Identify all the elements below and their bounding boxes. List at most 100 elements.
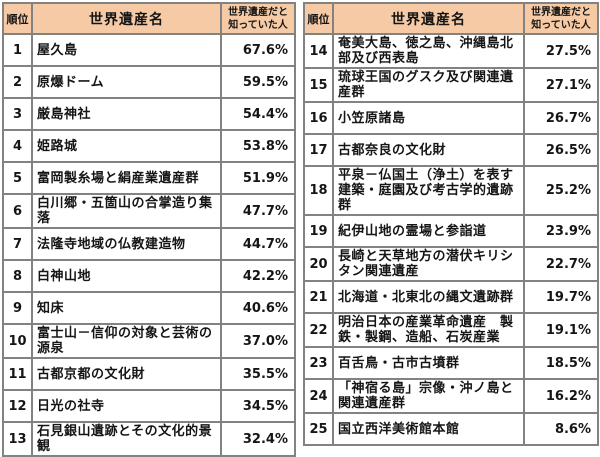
site-name-cell: 明治日本の産業革命遺産 製鉄・製鋼、造船、石炭産業 xyxy=(332,312,525,348)
awareness-value-cell: 35.5% xyxy=(220,357,296,391)
site-name-cell: 「神宿る島」宗像・沖ノ島と関連遺産群 xyxy=(332,378,525,414)
table-row: 21 北海道・北東北の縄文遺跡群 19.7% xyxy=(303,280,599,314)
awareness-value-cell: 18.5% xyxy=(523,346,599,380)
header-row: 順位 世界遺産名 世界遺産だと知っていた人 xyxy=(303,2,599,35)
table-body: 1 屋久島 67.6% 2 原爆ドーム 59.5% 3 厳島神社 54.4% 4 姫路城 53.8% 5… xyxy=(2,33,296,457)
awareness-value-cell: 42.2% xyxy=(220,259,296,293)
awareness-value-cell: 25.2% xyxy=(523,165,599,216)
awareness-value-cell: 32.4% xyxy=(220,421,296,457)
table-row: 6 白川郷・五箇山の合掌造り集落 47.7% xyxy=(2,193,296,229)
table-row: 19 紀伊山地の霊場と参詣道 23.9% xyxy=(303,214,599,248)
awareness-value-cell: 26.5% xyxy=(523,133,599,167)
awareness-value-cell: 27.5% xyxy=(523,33,599,69)
rank-cell: 10 xyxy=(2,323,33,359)
site-name-cell: 白神山地 xyxy=(31,259,222,293)
site-name-cell: 長崎と天草地方の潜伏キリシタン関連遺産 xyxy=(332,246,525,282)
table-row: 13 石見銀山遺跡とその文化的景観 32.4% xyxy=(2,421,296,457)
site-name-cell: 紀伊山地の霊場と参詣道 xyxy=(332,214,525,248)
awareness-column-header: 世界遺産だと知っていた人 xyxy=(220,2,296,35)
rank-cell: 22 xyxy=(303,312,334,348)
rank-cell: 15 xyxy=(303,67,334,103)
rank-cell: 2 xyxy=(2,65,33,99)
awareness-value-cell: 67.6% xyxy=(220,33,296,67)
site-name-cell: 富士山－信仰の対象と芸術の源泉 xyxy=(31,323,222,359)
site-name-cell: 屋久島 xyxy=(31,33,222,67)
table-row: 7 法隆寺地域の仏教建造物 44.7% xyxy=(2,227,296,261)
rank-cell: 19 xyxy=(303,214,334,248)
rank-cell: 6 xyxy=(2,193,33,229)
site-name-cell: 北海道・北東北の縄文遺跡群 xyxy=(332,280,525,314)
rank-cell: 23 xyxy=(303,346,334,380)
awareness-value-cell: 51.9% xyxy=(220,161,296,195)
site-name-cell: 平泉－仏国土（浄土）を表す建築・庭園及び考古学的遺跡群 xyxy=(332,165,525,216)
table-row: 18 平泉－仏国土（浄土）を表す建築・庭園及び考古学的遺跡群 25.2% xyxy=(303,165,599,216)
awareness-value-cell: 40.6% xyxy=(220,291,296,325)
site-name-cell: 白川郷・五箇山の合掌造り集落 xyxy=(31,193,222,229)
site-name-column-header: 世界遺産名 xyxy=(332,2,525,35)
rank-cell: 12 xyxy=(2,389,33,423)
table-row: 17 古都奈良の文化財 26.5% xyxy=(303,133,599,167)
site-name-cell: 日光の社寺 xyxy=(31,389,222,423)
table-row: 24 「神宿る島」宗像・沖ノ島と関連遺産群 16.2% xyxy=(303,378,599,414)
site-name-cell: 琉球王国のグスク及び関連遺産群 xyxy=(332,67,525,103)
awareness-value-cell: 47.7% xyxy=(220,193,296,229)
rank-cell: 13 xyxy=(2,421,33,457)
rank-cell: 11 xyxy=(2,357,33,391)
header-row: 順位 世界遺産名 世界遺産だと知っていた人 xyxy=(2,2,296,35)
awareness-value-cell: 19.7% xyxy=(523,280,599,314)
table-header: 順位 世界遺産名 世界遺産だと知っていた人 xyxy=(2,2,296,35)
rank-cell: 20 xyxy=(303,246,334,282)
rank-cell: 16 xyxy=(303,101,334,135)
table-row: 15 琉球王国のグスク及び関連遺産群 27.1% xyxy=(303,67,599,103)
table-row: 10 富士山－信仰の対象と芸術の源泉 37.0% xyxy=(2,323,296,359)
rank-cell: 14 xyxy=(303,33,334,69)
table-row: 8 白神山地 42.2% xyxy=(2,259,296,293)
awareness-value-cell: 54.4% xyxy=(220,97,296,131)
rank-cell: 25 xyxy=(303,412,334,446)
rank-column-header: 順位 xyxy=(303,2,334,35)
table-row: 20 長崎と天草地方の潜伏キリシタン関連遺産 22.7% xyxy=(303,246,599,282)
awareness-value-cell: 53.8% xyxy=(220,129,296,163)
table-body: 14 奄美大島、徳之島、沖縄島北部及び西表島 27.5% 15 琉球王国のグスク及び関連… xyxy=(303,33,599,446)
rank-cell: 24 xyxy=(303,378,334,414)
table-row: 25 国立西洋美術館本館 8.6% xyxy=(303,412,599,446)
rank-cell: 5 xyxy=(2,161,33,195)
table-row: 5 富岡製糸場と絹産業遺産群 51.9% xyxy=(2,161,296,195)
awareness-value-cell: 16.2% xyxy=(523,378,599,414)
rank-cell: 4 xyxy=(2,129,33,163)
table-row: 4 姫路城 53.8% xyxy=(2,129,296,163)
table-header: 順位 世界遺産名 世界遺産だと知っていた人 xyxy=(303,2,599,35)
ranking-table-left: 順位 世界遺産名 世界遺産だと知っていた人 1 屋久島 67.6% 2 原爆ドーム 59.… xyxy=(2,2,296,457)
table-row: 23 百舌鳥・古市古墳群 18.5% xyxy=(303,346,599,380)
site-name-cell: 百舌鳥・古市古墳群 xyxy=(332,346,525,380)
rank-cell: 18 xyxy=(303,165,334,216)
awareness-column-header: 世界遺産だと知っていた人 xyxy=(523,2,599,35)
table-row: 3 厳島神社 54.4% xyxy=(2,97,296,131)
table-row: 9 知床 40.6% xyxy=(2,291,296,325)
site-name-column-header: 世界遺産名 xyxy=(31,2,222,35)
rank-cell: 17 xyxy=(303,133,334,167)
awareness-value-cell: 8.6% xyxy=(523,412,599,446)
awareness-value-cell: 37.0% xyxy=(220,323,296,359)
ranking-table-right: 順位 世界遺産名 世界遺産だと知っていた人 14 奄美大島、徳之島、沖縄島北部及び… xyxy=(303,2,599,446)
table-row: 22 明治日本の産業革命遺産 製鉄・製鋼、造船、石炭産業 19.1% xyxy=(303,312,599,348)
awareness-value-cell: 44.7% xyxy=(220,227,296,261)
rank-cell: 9 xyxy=(2,291,33,325)
rank-cell: 1 xyxy=(2,33,33,67)
awareness-value-cell: 27.1% xyxy=(523,67,599,103)
site-name-cell: 小笠原諸島 xyxy=(332,101,525,135)
awareness-value-cell: 34.5% xyxy=(220,389,296,423)
awareness-value-cell: 22.7% xyxy=(523,246,599,282)
site-name-cell: 国立西洋美術館本館 xyxy=(332,412,525,446)
site-name-cell: 法隆寺地域の仏教建造物 xyxy=(31,227,222,261)
table-row: 11 古都京都の文化財 35.5% xyxy=(2,357,296,391)
site-name-cell: 姫路城 xyxy=(31,129,222,163)
rank-cell: 21 xyxy=(303,280,334,314)
table-row: 14 奄美大島、徳之島、沖縄島北部及び西表島 27.5% xyxy=(303,33,599,69)
site-name-cell: 古都京都の文化財 xyxy=(31,357,222,391)
table-row: 2 原爆ドーム 59.5% xyxy=(2,65,296,99)
awareness-value-cell: 26.7% xyxy=(523,101,599,135)
rank-cell: 3 xyxy=(2,97,33,131)
awareness-value-cell: 19.1% xyxy=(523,312,599,348)
